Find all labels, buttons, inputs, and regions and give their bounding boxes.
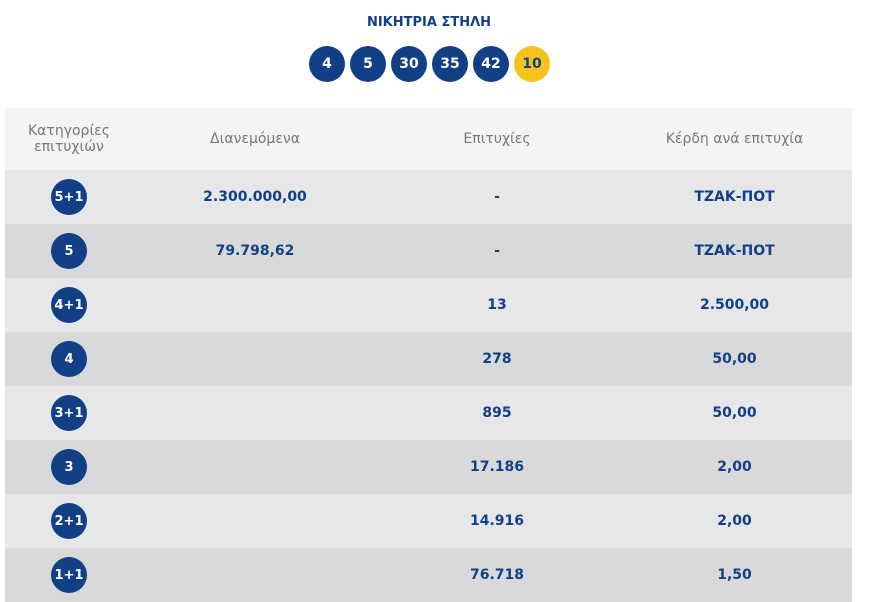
category-badge: 4: [51, 341, 87, 377]
category-cell: 2+1: [5, 494, 133, 548]
category-cell: 3+1: [5, 386, 133, 440]
category-cell: 5: [5, 224, 133, 278]
joker-ball: 10: [514, 46, 550, 82]
winners-cell: -: [377, 224, 617, 278]
category-cell: 3: [5, 440, 133, 494]
winners-cell: 278: [377, 332, 617, 386]
category-badge: 3: [51, 449, 87, 485]
number-ball: 35: [432, 46, 468, 82]
table-row: 4 278 50,00: [5, 332, 852, 386]
distributed-cell: [133, 440, 377, 494]
header-winners: Επιτυχίες: [377, 108, 617, 170]
number-ball: 4: [309, 46, 345, 82]
winning-column-title: ΝΙΚΗΤΡΙΑ ΣΤΗΛΗ: [366, 15, 492, 30]
winners-cell: 17.186: [377, 440, 617, 494]
category-cell: 5+1: [5, 170, 133, 224]
number-ball: 42: [473, 46, 509, 82]
category-cell: 4: [5, 332, 133, 386]
distributed-cell: 79.798,62: [133, 224, 377, 278]
category-cell: 1+1: [5, 548, 133, 602]
prize-cell: ΤΖΑΚ-ΠΟΤ: [617, 170, 852, 224]
prize-cell: 2.500,00: [617, 278, 852, 332]
distributed-cell: 2.300.000,00: [133, 170, 377, 224]
prize-cell: 50,00: [617, 332, 852, 386]
distributed-cell: [133, 278, 377, 332]
distributed-cell: [133, 332, 377, 386]
prize-cell: ΤΖΑΚ-ΠΟΤ: [617, 224, 852, 278]
distributed-cell: [133, 494, 377, 548]
winners-cell: 13: [377, 278, 617, 332]
distributed-cell: [133, 386, 377, 440]
winning-numbers: 4 5 30 35 42 10: [309, 46, 550, 82]
table-row: 4+1 13 2.500,00: [5, 278, 852, 332]
table-row: 5 79.798,62 - ΤΖΑΚ-ΠΟΤ: [5, 224, 852, 278]
winners-cell: 895: [377, 386, 617, 440]
table-row: 3+1 895 50,00: [5, 386, 852, 440]
number-ball: 30: [391, 46, 427, 82]
category-cell: 4+1: [5, 278, 133, 332]
prize-cell: 2,00: [617, 440, 852, 494]
prize-cell: 2,00: [617, 494, 852, 548]
table-row: 5+1 2.300.000,00 - ΤΖΑΚ-ΠΟΤ: [5, 170, 852, 224]
prize-table: Κατηγορίες επιτυχιών Διανεμόμενα Επιτυχί…: [5, 108, 852, 602]
header-distributed: Διανεμόμενα: [133, 108, 377, 170]
category-badge: 4+1: [51, 287, 87, 323]
winners-cell: 76.718: [377, 548, 617, 602]
table-row: 1+1 76.718 1,50: [5, 548, 852, 602]
prize-cell: 1,50: [617, 548, 852, 602]
number-ball: 5: [350, 46, 386, 82]
category-badge: 3+1: [51, 395, 87, 431]
winners-cell: -: [377, 170, 617, 224]
category-badge: 1+1: [51, 557, 87, 593]
table-row: 3 17.186 2,00: [5, 440, 852, 494]
header-prize: Κέρδη ανά επιτυχία: [617, 108, 852, 170]
category-badge: 2+1: [51, 503, 87, 539]
category-badge: 5: [51, 233, 87, 269]
prize-cell: 50,00: [617, 386, 852, 440]
distributed-cell: [133, 548, 377, 602]
table-row: 2+1 14.916 2,00: [5, 494, 852, 548]
header-category: Κατηγορίες επιτυχιών: [5, 108, 133, 170]
winners-cell: 14.916: [377, 494, 617, 548]
category-badge: 5+1: [51, 179, 87, 215]
